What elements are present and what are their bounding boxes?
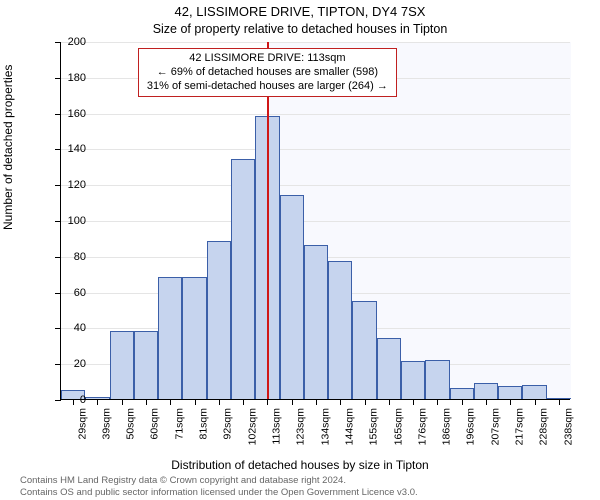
x-tick-label: 92sqm [222, 408, 234, 440]
x-axis-label: Distribution of detached houses by size … [0, 458, 600, 472]
y-tick-label: 160 [68, 108, 86, 120]
bar [231, 159, 255, 399]
x-tick-label: 238sqm [562, 408, 574, 445]
x-tick [243, 399, 244, 405]
attribution-line2: Contains OS and public sector informatio… [20, 487, 418, 498]
x-tick-label: 186sqm [440, 408, 452, 445]
y-tick-label: 100 [68, 215, 86, 227]
bar [498, 386, 522, 399]
x-tick-label: 165sqm [392, 408, 404, 445]
x-tick [170, 399, 171, 405]
attribution-text: Contains HM Land Registry data © Crown c… [20, 475, 590, 498]
y-tick [55, 257, 61, 258]
x-tick-label: 123sqm [295, 408, 307, 445]
x-tick-label: 113sqm [270, 408, 282, 445]
bar [474, 383, 498, 399]
y-tick [55, 400, 61, 401]
y-tick-label: 200 [68, 36, 86, 48]
y-tick [55, 114, 61, 115]
y-axis-label: Number of detached properties [1, 65, 15, 230]
y-tick [55, 293, 61, 294]
y-tick [55, 185, 61, 186]
chart-container: 42, LISSIMORE DRIVE, TIPTON, DY4 7SX Siz… [0, 0, 600, 500]
bar [377, 338, 401, 399]
x-tick [535, 399, 536, 405]
bar [280, 195, 304, 399]
x-tick-label: 155sqm [368, 408, 380, 445]
x-tick [437, 399, 438, 405]
x-tick-label: 60sqm [149, 408, 161, 440]
x-tick-label: 176sqm [416, 408, 428, 445]
bar [207, 241, 231, 399]
x-tick-label: 102sqm [246, 408, 258, 445]
x-tick-label: 29sqm [76, 408, 88, 440]
y-tick-label: 40 [74, 322, 86, 334]
x-tick-label: 196sqm [465, 408, 477, 445]
bar [401, 361, 425, 399]
x-tick-label: 81sqm [198, 408, 210, 440]
y-tick-label: 80 [74, 251, 86, 263]
bar [182, 277, 206, 399]
x-tick [389, 399, 390, 405]
annotation-box: 42 LISSIMORE DRIVE: 113sqm← 69% of detac… [138, 48, 397, 97]
x-tick-label: 217sqm [513, 408, 525, 445]
attribution-line1: Contains HM Land Registry data © Crown c… [20, 475, 346, 486]
x-tick-label: 228sqm [538, 408, 550, 445]
y-tick-label: 140 [68, 143, 86, 155]
x-tick [462, 399, 463, 405]
y-tick-label: 120 [68, 179, 86, 191]
x-tick-label: 50sqm [125, 408, 137, 440]
bar [450, 388, 474, 399]
gridline-h [61, 185, 570, 186]
bar [425, 360, 449, 399]
gridline-h [61, 221, 570, 222]
x-tick [510, 399, 511, 405]
y-tick [55, 364, 61, 365]
chart-title-sub: Size of property relative to detached ho… [0, 22, 600, 36]
annotation-line: ← 69% of detached houses are smaller (59… [147, 66, 388, 80]
x-tick [267, 399, 268, 405]
x-tick [73, 399, 74, 405]
x-tick [195, 399, 196, 405]
plot-area: 42 LISSIMORE DRIVE: 113sqm← 69% of detac… [60, 42, 570, 400]
x-tick-label: 134sqm [319, 408, 331, 445]
x-tick-label: 144sqm [343, 408, 355, 445]
bar [304, 245, 328, 399]
y-tick [55, 78, 61, 79]
x-tick [292, 399, 293, 405]
x-tick [146, 399, 147, 405]
x-tick-label: 71sqm [173, 408, 185, 440]
y-tick-label: 0 [80, 394, 86, 406]
x-tick [340, 399, 341, 405]
x-tick [122, 399, 123, 405]
x-tick [559, 399, 560, 405]
y-tick [55, 42, 61, 43]
x-tick [219, 399, 220, 405]
bar [158, 277, 182, 399]
annotation-line: 42 LISSIMORE DRIVE: 113sqm [147, 52, 388, 66]
bar [110, 331, 134, 399]
gridline-h [61, 114, 570, 115]
x-tick [413, 399, 414, 405]
y-tick-label: 60 [74, 287, 86, 299]
y-tick [55, 149, 61, 150]
x-tick [486, 399, 487, 405]
x-tick [365, 399, 366, 405]
chart-title-main: 42, LISSIMORE DRIVE, TIPTON, DY4 7SX [0, 4, 600, 19]
y-tick [55, 328, 61, 329]
y-tick [55, 221, 61, 222]
annotation-line: 31% of semi-detached houses are larger (… [147, 80, 388, 94]
x-tick [97, 399, 98, 405]
x-tick [316, 399, 317, 405]
x-tick-label: 207sqm [489, 408, 501, 445]
bar [522, 385, 546, 399]
bar [328, 261, 352, 399]
gridline-h [61, 149, 570, 150]
x-tick-label: 39sqm [100, 408, 112, 440]
bar [352, 301, 376, 399]
y-tick-label: 180 [68, 72, 86, 84]
gridline-h [61, 42, 570, 43]
bar [134, 331, 158, 399]
y-tick-label: 20 [74, 358, 86, 370]
